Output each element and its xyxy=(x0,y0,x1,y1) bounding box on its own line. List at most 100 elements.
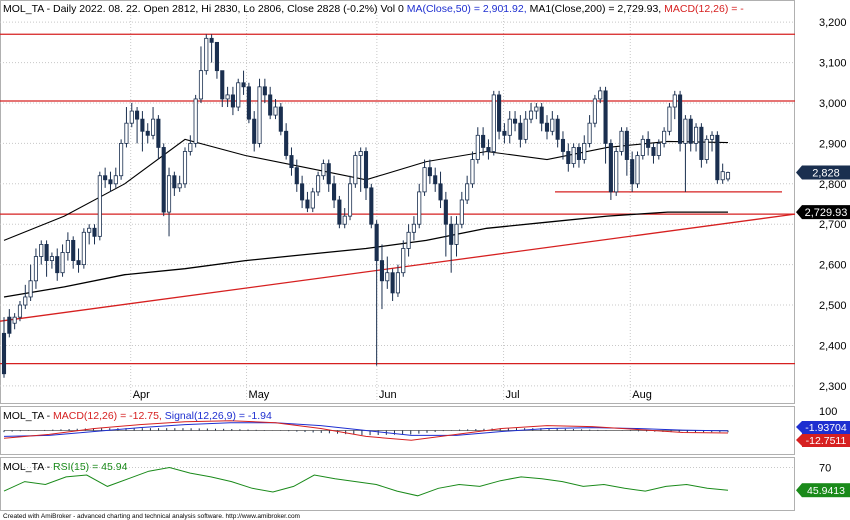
candle-body xyxy=(23,296,28,306)
candle-body xyxy=(204,37,209,72)
candle-body xyxy=(230,94,235,108)
price-tick-label: 2,900 xyxy=(819,138,847,150)
candle-body xyxy=(177,183,182,189)
candle-body xyxy=(566,151,571,165)
candle xyxy=(225,86,230,108)
price-tick-label: 3,000 xyxy=(819,98,847,110)
candle-body xyxy=(395,272,400,294)
candle xyxy=(502,123,507,144)
candle xyxy=(715,131,720,184)
rsi-panel-label: RSI(15) = 45.94 xyxy=(53,461,128,473)
macd-panel-macd-label: MACD(12,26) = -12.75, xyxy=(53,410,165,422)
macd-panel-signal-label: Signal(12,26,9) = -1.94 xyxy=(165,410,272,422)
rsi-badge-arrow xyxy=(796,483,802,498)
candle xyxy=(305,191,310,213)
candle-body xyxy=(555,118,560,140)
rsi-panel-header: MOL_TA - RSI(15) = 45.94 xyxy=(3,461,128,473)
candle-body xyxy=(720,171,725,181)
candle xyxy=(214,41,219,79)
candle xyxy=(406,224,411,257)
candle-body xyxy=(332,183,337,201)
candle-body xyxy=(379,260,385,282)
candle xyxy=(725,171,731,182)
candle xyxy=(427,159,432,184)
price-tick-label: 2,600 xyxy=(819,260,847,272)
candle-body xyxy=(87,227,92,233)
macd-badge-label: -12.7511 xyxy=(806,435,847,447)
candle xyxy=(326,159,331,192)
candle xyxy=(81,228,86,269)
candle xyxy=(193,94,198,148)
candle xyxy=(246,82,251,124)
candle-body xyxy=(119,142,124,177)
candle xyxy=(182,147,188,188)
candle-body xyxy=(241,82,246,88)
candle-body xyxy=(347,183,353,217)
candle-body xyxy=(534,106,539,112)
candle-body xyxy=(390,272,395,294)
rsi-badge-label: 45.9413 xyxy=(807,485,845,497)
candle xyxy=(49,252,54,269)
candle-body xyxy=(672,94,677,108)
candle-body xyxy=(406,231,411,249)
macd-panel-header: MOL_TA - MACD(12,26) = -12.75, Signal(12… xyxy=(3,410,272,422)
candle xyxy=(662,127,667,148)
candle-body xyxy=(65,239,70,253)
candle-body xyxy=(124,122,129,144)
candle-body xyxy=(630,159,635,185)
candle xyxy=(278,102,283,136)
candle xyxy=(230,86,235,116)
candle-body xyxy=(550,118,555,132)
candle-body xyxy=(635,155,640,185)
candle xyxy=(347,175,353,221)
candle-body xyxy=(262,86,267,96)
candle xyxy=(672,90,677,120)
candle xyxy=(209,34,214,63)
candle xyxy=(688,115,693,152)
candle xyxy=(528,102,534,124)
candle-body xyxy=(257,86,262,144)
candle-body xyxy=(614,151,619,193)
axes: 2,300 2,400 2,500 2,600 2,700 2,800 2,900 3,000… xyxy=(133,17,850,498)
candle-body xyxy=(300,183,305,201)
candle-body xyxy=(385,272,390,282)
macd-panel-frame xyxy=(0,406,795,455)
candle xyxy=(135,107,140,144)
candle-body xyxy=(438,183,443,201)
candle xyxy=(332,175,337,209)
candle-body xyxy=(326,163,331,185)
candle xyxy=(353,151,358,188)
candle xyxy=(592,94,597,128)
candle-body xyxy=(667,106,672,132)
candle-body xyxy=(337,199,342,225)
candle-body xyxy=(151,118,156,136)
candle-body xyxy=(289,155,294,169)
candle-body xyxy=(528,110,534,120)
candle xyxy=(124,107,129,148)
candle xyxy=(576,143,581,168)
price-tick-label: 2,800 xyxy=(819,179,847,191)
candle xyxy=(92,224,97,245)
price-series xyxy=(0,33,796,378)
candle xyxy=(433,167,438,192)
candle xyxy=(342,208,347,229)
candle xyxy=(523,111,528,144)
candle-body xyxy=(103,175,108,181)
candle xyxy=(571,143,576,168)
candle xyxy=(422,159,427,196)
candle xyxy=(156,115,161,160)
candle-body xyxy=(454,223,459,245)
candle xyxy=(470,151,475,188)
price-tick-label: 3,100 xyxy=(819,58,847,70)
candle xyxy=(550,111,555,136)
candle xyxy=(220,70,225,108)
macd-panel-prefix: MOL_TA - xyxy=(3,410,53,422)
candle xyxy=(12,313,17,330)
footer-credit: Created with AmiBroker - advanced charti… xyxy=(3,513,300,520)
candle-body xyxy=(55,256,60,274)
candle-body xyxy=(683,118,688,144)
candle-body xyxy=(39,244,44,257)
candle-body xyxy=(725,172,731,180)
candle xyxy=(204,34,209,75)
